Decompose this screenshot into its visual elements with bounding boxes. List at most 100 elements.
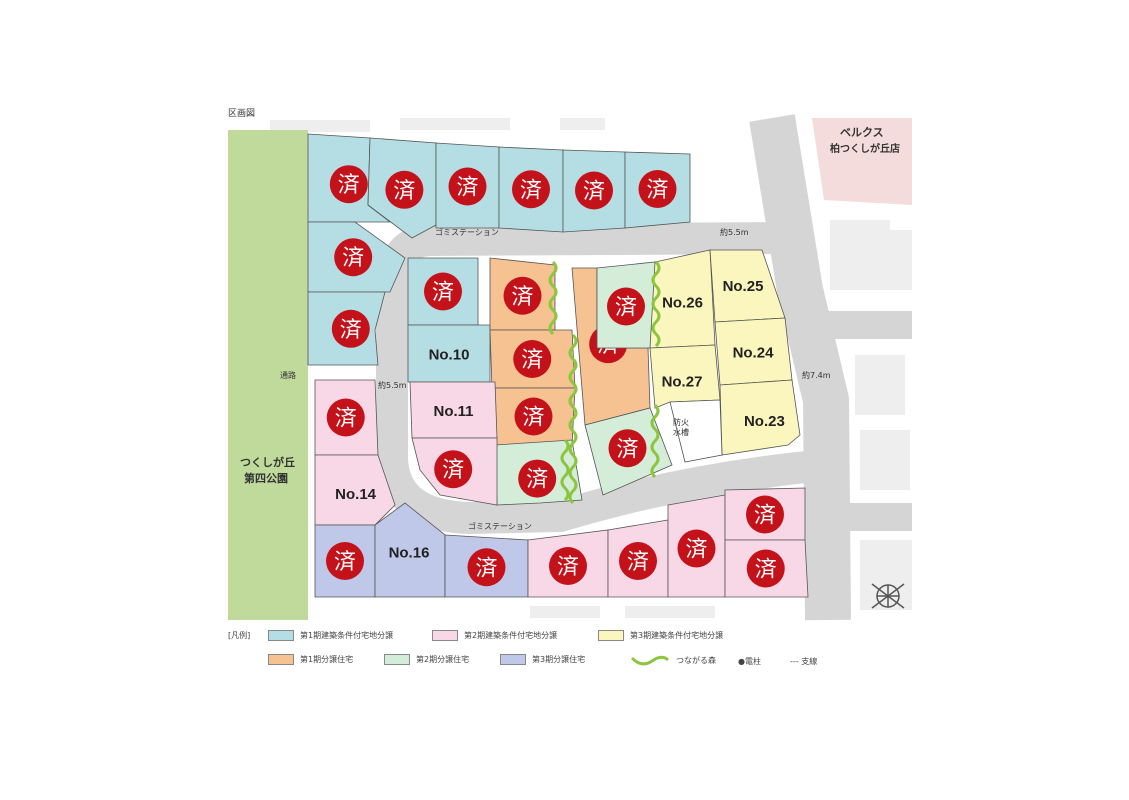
- plot-number: No.27: [662, 374, 703, 391]
- plot-sold[interactable]: 済: [307, 133, 392, 223]
- legend-item-phase2_house: 第2期分譲住宅: [384, 654, 469, 665]
- forest-strip: [568, 333, 578, 505]
- plot-sold[interactable]: 済: [435, 142, 500, 229]
- fire-tank-label: 防火水槽: [673, 418, 689, 437]
- plot-no-16[interactable]: No.16: [374, 502, 446, 598]
- plot-no-14[interactable]: No.14: [314, 454, 396, 526]
- sold-mark: 済: [557, 555, 579, 580]
- sold-badge: [513, 340, 552, 378]
- legend-swatch: [268, 630, 294, 641]
- sold-badge: [329, 165, 368, 204]
- passage-label: 通路: [280, 371, 296, 380]
- plot-sold[interactable]: 済: [562, 149, 626, 233]
- plot-shape[interactable]: [669, 399, 723, 463]
- plot-sold[interactable]: 済: [724, 539, 809, 598]
- plot-sold[interactable]: 済: [314, 524, 376, 598]
- sold-mark: 済: [583, 180, 605, 205]
- plot-sold[interactable]: 済: [411, 437, 498, 506]
- garbage-station-bottom: ゴミステーション: [468, 522, 532, 531]
- plot-sold[interactable]: 済: [407, 257, 479, 326]
- plot-sold[interactable]: 済: [498, 146, 564, 233]
- forest-strip: [651, 260, 661, 348]
- plot-number: No.10: [429, 347, 470, 364]
- plot-no-25[interactable]: No.25: [709, 249, 786, 323]
- sold-badge: [514, 397, 553, 436]
- sold-mark: 済: [432, 281, 454, 306]
- sold-mark: 済: [521, 348, 543, 373]
- store-branch: 柏つくしが丘店: [830, 144, 900, 155]
- store-area: [812, 118, 912, 205]
- sold-badge: [549, 547, 587, 585]
- plot-no-11[interactable]: No.11: [409, 381, 498, 439]
- store-name: ベルクス: [840, 126, 884, 139]
- plot-sold[interactable]: 済: [596, 261, 656, 349]
- plot-number: No.25: [723, 278, 764, 295]
- legend-item-phase1_house: 第1期分譲住宅: [268, 654, 353, 665]
- sold-badge: [607, 287, 645, 326]
- plot-sold[interactable]: 済: [667, 494, 726, 598]
- plot-sold[interactable]: 済: [489, 329, 576, 389]
- forest-strips: [548, 260, 661, 505]
- plot-sold[interactable]: [669, 399, 723, 463]
- plot-no-26[interactable]: No.26: [649, 249, 716, 349]
- compass-icon: [871, 583, 905, 609]
- legend-label: 第3期建築条件付宅地分譲: [630, 631, 724, 640]
- plot-no-10[interactable]: No.10: [407, 324, 491, 383]
- legend-swatch: [432, 630, 458, 641]
- plot-sold[interactable]: 済: [489, 257, 556, 331]
- plot-sold[interactable]: 済: [584, 407, 673, 496]
- legend-label: 第1期分譲住宅: [300, 655, 354, 664]
- legend-swatch: [598, 630, 624, 641]
- road-width-left: 約5.5m: [378, 381, 407, 390]
- sold-badge: [746, 549, 785, 588]
- plot-sold[interactable]: 済: [444, 534, 529, 598]
- sold-badge: [448, 167, 487, 206]
- park-name-1: つくしが丘: [240, 456, 295, 469]
- plot-sold[interactable]: 済: [307, 221, 406, 293]
- sold-mark: 済: [685, 538, 707, 563]
- sold-mark: 済: [616, 437, 638, 462]
- legend-label: 第3期分譲住宅: [532, 655, 586, 664]
- plot-number: No.24: [733, 344, 775, 361]
- legend-label: 第2期建築条件付宅地分譲: [464, 631, 558, 640]
- forest-strip: [650, 403, 660, 479]
- sold-mark: 済: [520, 178, 542, 203]
- sold-mark: 済: [755, 558, 777, 583]
- plot-sold[interactable]: 済: [724, 487, 806, 541]
- plot-sold[interactable]: 済: [307, 291, 386, 366]
- plot-sold[interactable]: 済: [527, 529, 609, 598]
- plot-number: No.11: [433, 403, 473, 420]
- sold-mark: 済: [338, 173, 360, 198]
- forest-strip: [548, 260, 558, 336]
- sold-mark: 済: [393, 179, 415, 204]
- sold-mark: 済: [335, 407, 357, 432]
- legend-item-phase3_house: 第3期分譲住宅: [500, 654, 585, 665]
- plot-no-24[interactable]: No.24: [714, 317, 793, 386]
- plot-shape[interactable]: [314, 454, 396, 526]
- plot-no-23[interactable]: No.23: [719, 379, 801, 456]
- garbage-station-top: ゴミステーション: [435, 228, 499, 237]
- plot-number: No.23: [744, 413, 785, 430]
- sold-badge: [434, 450, 473, 489]
- legend-swatch: [268, 654, 294, 665]
- legend-item-phase2_lot: 第2期建築条件付宅地分譲: [432, 630, 557, 641]
- plot-sold[interactable]: 済: [494, 439, 583, 506]
- plot-no-27[interactable]: No.27: [649, 344, 721, 409]
- sold-mark: 済: [475, 556, 497, 581]
- sold-badge: [385, 170, 424, 209]
- legend-item-phase3_lot: 第3期建築条件付宅地分譲: [598, 630, 723, 641]
- plot-sold[interactable]: 済: [607, 519, 669, 598]
- sold-badge: [334, 238, 373, 277]
- sold-badge: [619, 542, 657, 580]
- legend-item-phase1_lot: 第1期建築条件付宅地分譲: [268, 630, 393, 641]
- legend-forest-label: つながる森: [676, 655, 716, 665]
- plot-sold[interactable]: 済: [314, 379, 379, 456]
- legend-label: 第1期建築条件付宅地分譲: [300, 631, 394, 640]
- plot-sold[interactable]: 済: [367, 137, 437, 239]
- sold-mark: 済: [334, 550, 356, 575]
- plot-sold[interactable]: 済: [624, 151, 691, 229]
- sold-mark: 済: [342, 246, 364, 271]
- plot-sold[interactable]: 済: [491, 387, 576, 446]
- sold-badge: [677, 529, 716, 568]
- sold-badge: [518, 459, 557, 498]
